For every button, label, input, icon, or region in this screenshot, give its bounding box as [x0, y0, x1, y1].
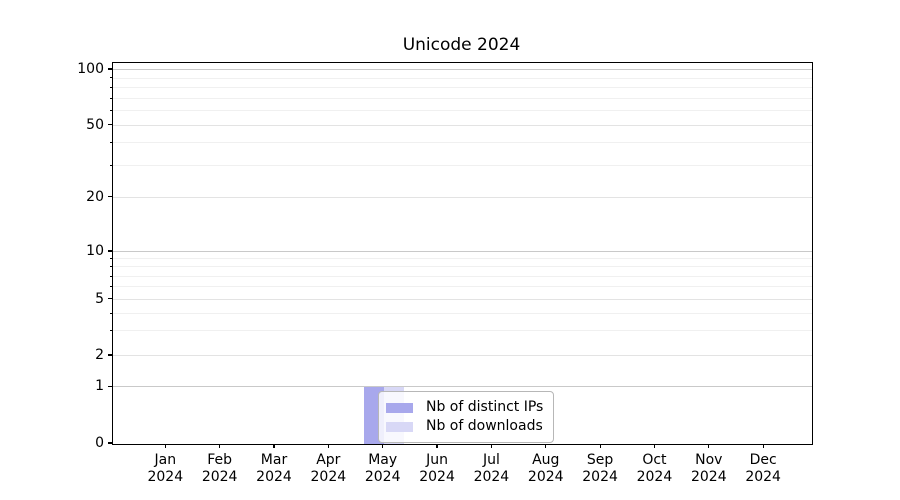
- gridline-minor: [113, 97, 812, 99]
- x-axis-tick-label: Jun 2024: [419, 452, 455, 485]
- gridline-minor: [113, 312, 812, 314]
- y-axis-tick: [108, 124, 112, 126]
- y-axis-minor-tick: [109, 266, 112, 268]
- legend-item: Nb of distinct IPs: [386, 398, 543, 417]
- gridline-minor: [113, 86, 812, 88]
- y-axis-tick-label: 1: [95, 378, 104, 395]
- x-axis-tick-label: Jul 2024: [473, 452, 510, 485]
- gridline-major: [113, 250, 812, 252]
- x-axis-tick-label: Aug 2024: [527, 452, 564, 485]
- gridline-major: [113, 69, 812, 71]
- y-axis-minor-tick: [109, 110, 112, 112]
- gridline-minor: [113, 77, 812, 79]
- gridline-minor: [113, 110, 812, 112]
- y-axis-minor-tick: [109, 330, 112, 332]
- y-axis-minor-tick: [109, 142, 112, 144]
- gridline-minor: [113, 258, 812, 260]
- y-axis-tick: [108, 250, 112, 252]
- y-axis-tick: [108, 354, 112, 356]
- y-axis-minor-tick: [109, 312, 112, 314]
- chart-title: Unicode 2024: [402, 35, 521, 55]
- x-axis-tick: [273, 444, 275, 448]
- x-axis-tick: [382, 444, 384, 448]
- gridline-minor: [113, 142, 812, 144]
- gridline-minor: [113, 266, 812, 268]
- x-axis-tick-label: May 2024: [364, 452, 401, 485]
- y-axis-tick: [108, 68, 112, 70]
- x-axis-tick-label: Apr 2024: [310, 452, 347, 485]
- y-axis-tick-label: 20: [86, 188, 104, 205]
- gridline-minor: [113, 286, 812, 288]
- y-axis-tick: [108, 385, 112, 387]
- legend-label: Nb of distinct IPs: [426, 399, 544, 415]
- y-axis-minor-tick: [109, 258, 112, 260]
- y-axis-minor-tick: [109, 77, 112, 79]
- x-axis-tick-label: Jan 2024: [147, 452, 184, 485]
- y-axis-tick-label: 2: [95, 347, 104, 364]
- x-axis-tick: [762, 444, 764, 448]
- x-axis-tick-label: Dec 2024: [745, 452, 781, 485]
- x-axis-tick-label: Nov 2024: [690, 452, 727, 485]
- x-axis-tick: [436, 444, 438, 448]
- gridline-minor: [113, 330, 812, 332]
- y-axis-tick-label: 100: [77, 61, 104, 77]
- gridline-minor: [113, 275, 812, 277]
- y-axis-tick-label: 0: [95, 435, 104, 451]
- y-axis-minor-tick: [109, 275, 112, 277]
- legend-swatch: [386, 402, 413, 413]
- gridline-major: [113, 386, 812, 388]
- y-axis-minor-tick: [109, 97, 112, 99]
- y-axis-tick-label: 50: [86, 116, 104, 133]
- gridline: [113, 298, 812, 300]
- legend-label: Nb of downloads: [426, 418, 543, 434]
- x-axis-tick: [545, 444, 547, 448]
- legend: Nb of distinct IPs Nb of downloads: [378, 391, 555, 443]
- y-axis-minor-tick: [109, 286, 112, 288]
- x-axis-tick: [490, 444, 492, 448]
- x-axis-tick-label: Sep 2024: [582, 452, 618, 485]
- y-axis-tick: [108, 442, 112, 444]
- y-axis-minor-tick: [109, 86, 112, 88]
- x-axis-tick-label: Feb 2024: [201, 452, 238, 485]
- y-axis-tick: [108, 196, 112, 198]
- legend-swatch: [386, 421, 413, 432]
- gridline: [113, 124, 812, 126]
- x-axis-tick: [653, 444, 656, 448]
- gridline: [113, 196, 812, 198]
- y-axis-minor-tick: [109, 164, 112, 166]
- y-axis-tick: [108, 298, 112, 300]
- gridline: [113, 355, 812, 357]
- x-axis-tick: [164, 444, 166, 448]
- x-axis-tick-label: Oct 2024: [636, 452, 673, 485]
- x-axis-tick: [327, 444, 329, 448]
- x-axis-tick: [708, 444, 710, 448]
- x-axis-tick: [599, 444, 601, 448]
- y-axis-tick-label: 5: [95, 290, 104, 307]
- x-axis-tick: [219, 444, 221, 448]
- plot-area: [112, 62, 813, 445]
- legend-item: Nb of downloads: [386, 417, 543, 436]
- gridline-minor: [113, 164, 812, 166]
- y-axis-tick-label: 10: [86, 242, 104, 259]
- x-axis-tick-label: Mar 2024: [256, 452, 292, 485]
